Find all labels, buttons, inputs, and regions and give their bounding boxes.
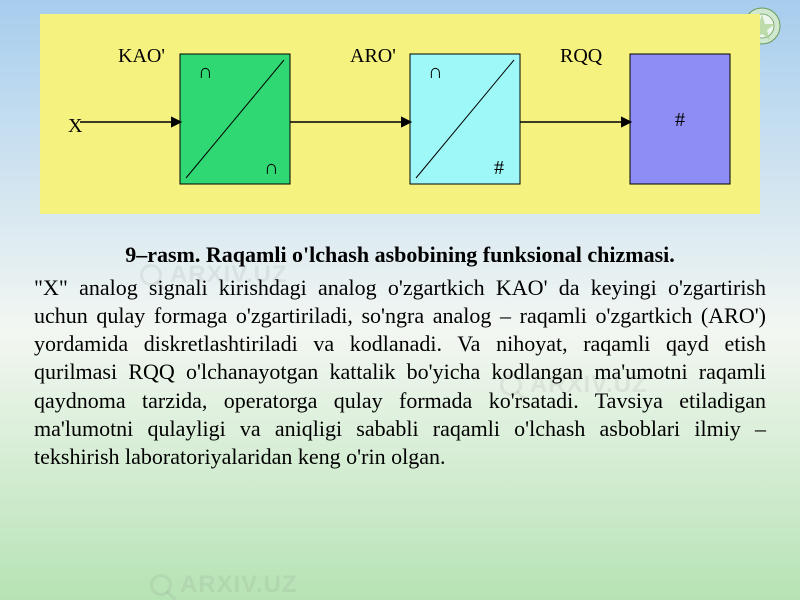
- block-aro-bottom-glyph: #: [494, 157, 504, 179]
- body-wrap: "X" analog signali kirishdagi analog o'z…: [0, 274, 800, 471]
- figure-caption: 9–rasm. Raqamli o'lchash asbobining funk…: [34, 242, 766, 268]
- block-rqq-center-glyph: #: [675, 109, 685, 131]
- flow-diagram: ∩ ∩ ∩ # # X KAO' ARO' RQQ: [40, 14, 760, 214]
- label-x: X: [68, 115, 83, 137]
- block-aro-top-glyph: ∩: [428, 61, 442, 83]
- label-rqq: RQQ: [560, 45, 603, 67]
- label-aro: ARO': [350, 45, 396, 67]
- block-kao-bottom-glyph: ∩: [264, 157, 278, 179]
- watermark-text: ARXIV.UZ: [150, 570, 298, 599]
- label-kao: KAO': [118, 45, 165, 67]
- caption-wrap: 9–rasm. Raqamli o'lchash asbobining funk…: [0, 242, 800, 276]
- diagram-panel: ∩ ∩ ∩ # # X KAO' ARO' RQQ: [40, 14, 760, 214]
- body-paragraph: "X" analog signali kirishdagi analog o'z…: [34, 274, 766, 471]
- block-kao-top-glyph: ∩: [198, 61, 212, 83]
